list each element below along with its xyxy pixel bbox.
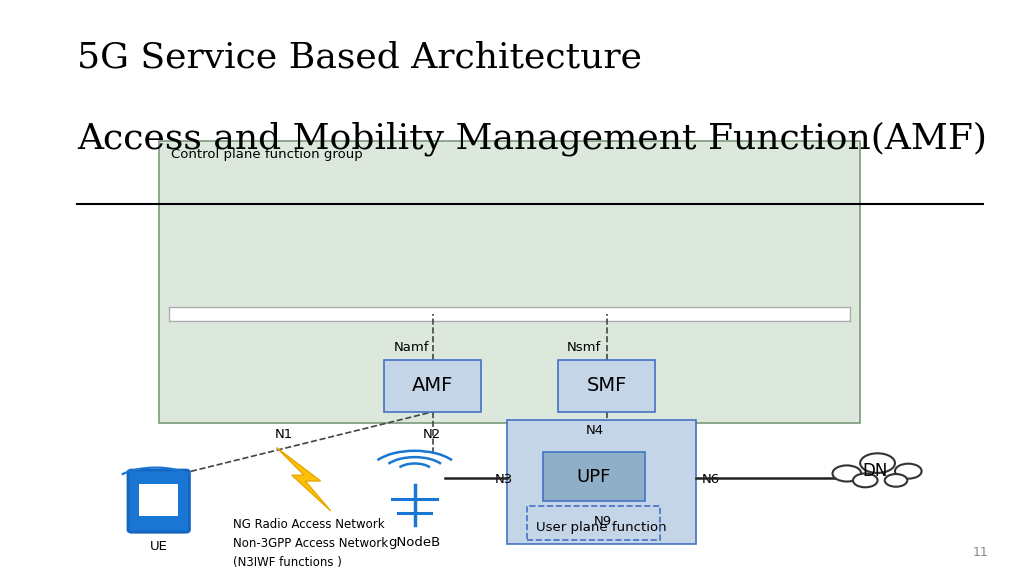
FancyBboxPatch shape (128, 470, 189, 532)
Ellipse shape (885, 474, 907, 487)
Text: N1: N1 (274, 429, 293, 441)
Text: NG Radio Access Network
Non-3GPP Access Network
(N3IWF functions ): NG Radio Access Network Non-3GPP Access … (233, 518, 388, 570)
Text: Nsmf: Nsmf (566, 341, 600, 354)
Bar (527, 506, 660, 540)
Bar (543, 452, 645, 501)
Text: UE: UE (150, 540, 168, 553)
Text: UPF: UPF (577, 468, 611, 486)
Text: Access and Mobility Management Function(AMF): Access and Mobility Management Function(… (77, 121, 987, 156)
Text: AMF: AMF (412, 377, 454, 395)
Text: DN: DN (863, 461, 888, 480)
Text: N6: N6 (701, 473, 720, 486)
Bar (558, 360, 655, 412)
Bar (139, 484, 178, 516)
Bar (384, 360, 481, 412)
Text: 5G Service Based Architecture: 5G Service Based Architecture (77, 40, 642, 74)
Text: N4: N4 (586, 425, 604, 437)
Text: gNodeB: gNodeB (388, 536, 441, 549)
Ellipse shape (860, 453, 895, 473)
Polygon shape (276, 448, 331, 511)
Text: N9: N9 (594, 515, 612, 528)
Text: N2: N2 (423, 429, 441, 441)
Bar (159, 141, 860, 423)
Text: SMF: SMF (587, 377, 627, 395)
Text: Control plane function group: Control plane function group (171, 148, 362, 161)
Text: N3: N3 (495, 473, 513, 486)
Ellipse shape (833, 465, 861, 482)
Text: Namf: Namf (394, 341, 430, 354)
Ellipse shape (853, 473, 878, 487)
Bar (507, 420, 696, 544)
Text: User plane function: User plane function (537, 521, 667, 534)
Text: 11: 11 (973, 545, 988, 559)
Ellipse shape (895, 464, 922, 479)
